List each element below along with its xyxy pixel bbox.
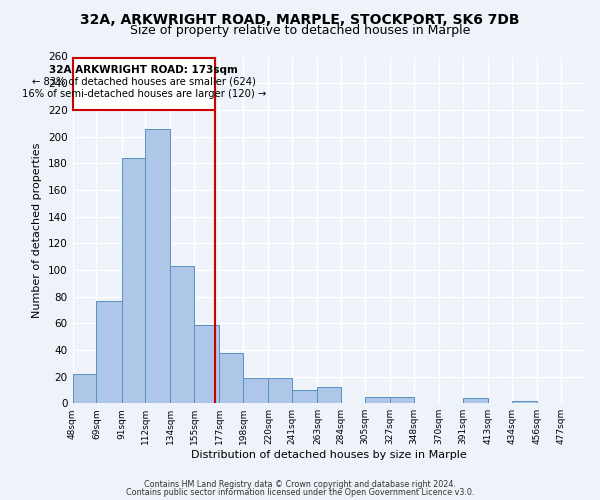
Bar [292, 390, 317, 403]
Bar [463, 398, 488, 403]
Bar [97, 300, 122, 403]
Bar [390, 396, 414, 403]
X-axis label: Distribution of detached houses by size in Marple: Distribution of detached houses by size … [191, 450, 467, 460]
Text: 32A ARKWRIGHT ROAD: 173sqm: 32A ARKWRIGHT ROAD: 173sqm [49, 64, 238, 74]
Text: Contains HM Land Registry data © Crown copyright and database right 2024.: Contains HM Land Registry data © Crown c… [144, 480, 456, 489]
Bar [73, 374, 97, 403]
Y-axis label: Number of detached properties: Number of detached properties [32, 142, 43, 318]
Bar [268, 378, 292, 403]
Text: Contains public sector information licensed under the Open Government Licence v3: Contains public sector information licen… [126, 488, 474, 497]
Bar [317, 387, 341, 403]
Bar [194, 324, 220, 403]
Bar [170, 266, 194, 403]
Text: 32A, ARKWRIGHT ROAD, MARPLE, STOCKPORT, SK6 7DB: 32A, ARKWRIGHT ROAD, MARPLE, STOCKPORT, … [80, 12, 520, 26]
Bar [122, 158, 145, 403]
Bar [365, 396, 390, 403]
Bar [145, 128, 170, 403]
Text: Size of property relative to detached houses in Marple: Size of property relative to detached ho… [130, 24, 470, 37]
Bar [244, 378, 268, 403]
Bar [220, 352, 244, 403]
Bar [512, 400, 537, 403]
Text: 16% of semi-detached houses are larger (120) →: 16% of semi-detached houses are larger (… [22, 88, 266, 99]
Bar [73, 58, 215, 110]
Text: ← 83% of detached houses are smaller (624): ← 83% of detached houses are smaller (62… [32, 76, 256, 86]
